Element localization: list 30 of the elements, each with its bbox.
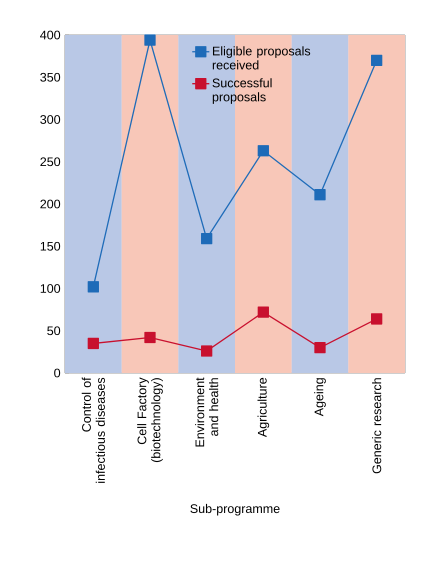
y-tick-label: 300 (40, 115, 60, 124)
point (371, 54, 382, 66)
point (314, 342, 326, 354)
point (314, 189, 326, 200)
point (201, 233, 212, 244)
legend-label: Eligible proposals received (212, 46, 310, 70)
y-tick-label: 200 (40, 200, 60, 208)
point (258, 306, 269, 318)
y-tick-label: 0 (54, 368, 60, 378)
x-tick-label: Ageing (314, 378, 326, 416)
x-tick-label: Agriculture (257, 378, 270, 438)
point (144, 332, 156, 344)
x-tick-label: Control of infectious diseases (82, 377, 105, 483)
y-tick-label: 400 (40, 30, 60, 40)
y-tick-label: 150 (40, 242, 60, 251)
point (88, 338, 99, 350)
point (258, 145, 269, 156)
x-tick-label: Environment and health (195, 377, 218, 447)
legend-label: Successful proposals (212, 78, 272, 104)
x-axis-title: Sub-programme (190, 504, 280, 516)
point (201, 345, 212, 357)
y-tick-label: 50 (47, 326, 60, 336)
y-tick-label: 100 (40, 284, 60, 293)
point (144, 34, 156, 46)
point (371, 313, 382, 325)
point (88, 281, 99, 292)
x-tick-label: Generic research (372, 378, 382, 474)
y-tick-label: 250 (40, 157, 60, 166)
y-tick-label: 350 (40, 72, 60, 82)
x-tick-label: Cell Factory (biotechnology) (137, 377, 163, 462)
